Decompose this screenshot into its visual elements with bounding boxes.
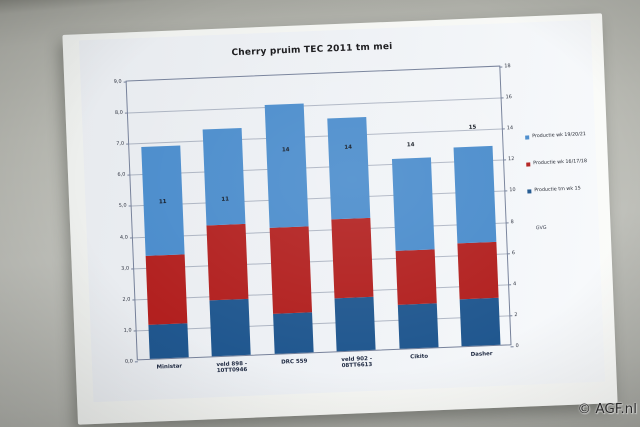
y-axis-left-tick-label: 0,0 (124, 358, 133, 365)
y-axis-right-tick-label: 2 (514, 312, 518, 319)
x-axis-category-label: veld 898 - 10TT0946 (216, 360, 248, 375)
bar-group (451, 65, 501, 347)
x-axis-category-label: Dasher (470, 351, 493, 358)
bar-group (201, 75, 251, 357)
bar-segment (269, 226, 312, 314)
axis-tick-right (499, 66, 503, 68)
gridline (134, 253, 507, 270)
axis-tick-left (133, 330, 137, 332)
watermark: © AGF.nl (577, 401, 637, 417)
x-axis-category-label: Cikito (410, 353, 429, 361)
axis-tick-left (123, 81, 127, 83)
y-axis-right-tick-label: 6 (511, 250, 516, 257)
point-label: 11 (221, 196, 230, 203)
axis-tick-right (500, 97, 504, 99)
y-axis-left-tick-label: 6,0 (117, 171, 126, 178)
bar-segment (331, 217, 374, 299)
bar-segment (148, 323, 189, 359)
x-axis-category-label: Ministar (156, 363, 183, 371)
plot-area: 9,0 18 8,0 16 7,0 14 6,0 12 5,0 10 4,0 8 3,0 6 2,0 4 1,0… (114, 63, 519, 374)
bar-group (263, 72, 314, 354)
bar-segment (397, 303, 439, 349)
bar-segment (395, 249, 437, 306)
point-label: 11 (158, 198, 167, 206)
bar-segment (459, 298, 501, 347)
bar-segment (264, 103, 309, 228)
legend-swatch-icon (526, 161, 531, 167)
point-label: 14 (406, 142, 415, 149)
x-axis-category-label: veld 902 - 08TT6613 (341, 355, 373, 370)
y-axis-right-tick-label: 0 (515, 343, 519, 350)
y-axis-left-tick-label: 9,0 (113, 78, 122, 86)
bar-segment (391, 157, 435, 251)
axis-tick-left (126, 143, 130, 145)
bar-segment (327, 116, 371, 220)
bar-segment (457, 242, 499, 300)
axis-tick-right (509, 315, 513, 317)
legend-swatch-icon (527, 188, 532, 194)
y-axis-right-tick-label: 12 (507, 156, 515, 163)
axis-tick-right (510, 346, 514, 348)
legend-item: Productie wk 19/20/21 (525, 132, 586, 139)
bar-group (388, 67, 439, 349)
legend-swatch-icon (525, 134, 530, 140)
y-axis-left-tick-label: 5,0 (118, 202, 127, 209)
gvg-label: GVG (535, 225, 547, 232)
legend-item: Productie tm wk 15 (527, 186, 581, 193)
point-label: 14 (344, 144, 353, 152)
y-axis-left-tick-label: 3,0 (121, 265, 130, 272)
y-axis-left-tick-label: 2,0 (122, 296, 131, 303)
point-label: 14 (281, 147, 290, 154)
axis-tick-right (501, 128, 505, 130)
axis-tick-right (504, 190, 508, 192)
bar-segment (272, 311, 314, 354)
y-axis-left-tick-label: 1,0 (123, 327, 132, 334)
gridline (132, 222, 506, 239)
gridline (135, 284, 509, 301)
y-axis-right-tick-label: 18 (504, 63, 511, 70)
chart-paper: Cherry pruim TEC 2011 tm mei 9,0 18 8,0 16 7… (78, 19, 606, 403)
axis-tick-right (506, 253, 510, 255)
axis-tick-left (131, 268, 135, 270)
bar-segment (209, 298, 251, 357)
axis-tick-left (128, 205, 132, 207)
y-axis-left-tick-label: 4,0 (119, 234, 129, 241)
bar-group (138, 78, 189, 359)
legend-label: Productie tm wk 15 (534, 186, 581, 194)
legend-item: Productie wk 16/17/18 (526, 159, 587, 166)
axis-tick-right (508, 284, 512, 286)
axis-tick-left (132, 299, 136, 301)
bar-segment (334, 296, 376, 352)
y-axis-right-tick-label: 10 (509, 187, 516, 194)
gridline (136, 315, 510, 332)
axis-tick-left (134, 361, 138, 363)
gridline (131, 190, 505, 207)
chart-legend: Productie wk 19/20/21 Productie wk 16/17/… (525, 132, 593, 193)
legend-label: Productie wk 16/17/18 (533, 159, 588, 167)
bar-segment (202, 127, 246, 226)
bar-segment (206, 224, 249, 301)
axis-tick-left (129, 237, 133, 239)
axis-tick-right (505, 222, 509, 224)
axis-tick-left (127, 174, 131, 176)
point-label: 15 (468, 124, 477, 131)
axis-tick-right (503, 159, 507, 161)
bar-group (326, 70, 376, 352)
bar-segment (453, 145, 497, 244)
y-axis-right-tick-label: 4 (512, 281, 517, 288)
gridline (130, 159, 504, 176)
chart-title: Cherry pruim TEC 2011 tm mei (231, 41, 393, 59)
y-axis-left-tick-label: 7,0 (116, 140, 125, 148)
axis-tick-left (124, 112, 128, 114)
x-axis-category-label: DRC 559 (281, 358, 308, 366)
y-axis-left-tick-label: 8,0 (114, 109, 123, 117)
y-axis-right-tick-label: 8 (510, 219, 514, 226)
gridline (127, 97, 501, 114)
legend-label: Productie wk 19/20/21 (532, 132, 587, 140)
y-axis-right-tick-label: 14 (506, 125, 514, 132)
y-axis-right-tick-label: 16 (505, 94, 513, 101)
bar-segment (145, 254, 188, 325)
gridline (129, 128, 502, 145)
